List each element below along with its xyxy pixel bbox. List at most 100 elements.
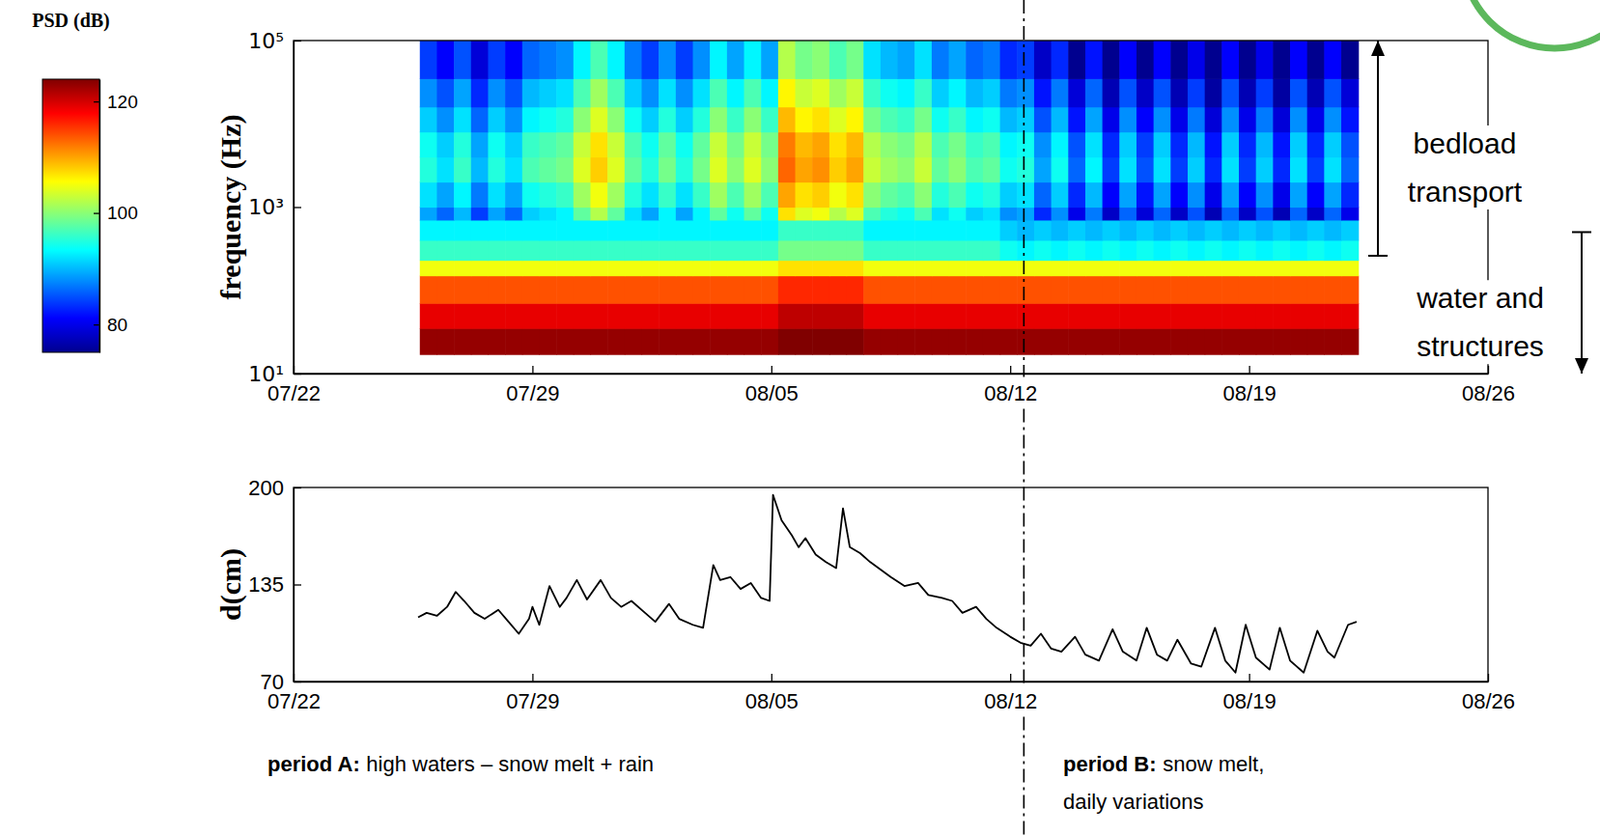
heat-cell — [898, 260, 916, 278]
heat-cell — [931, 78, 950, 108]
heat-cell — [693, 303, 711, 330]
heat-cell — [949, 220, 967, 242]
heat-cell — [1205, 260, 1223, 278]
heat-cell — [965, 260, 983, 278]
heat-cell — [556, 40, 574, 80]
heat-cell — [1119, 78, 1137, 108]
heat-cell — [420, 78, 438, 108]
heat-cell — [778, 220, 796, 242]
heat-cell — [607, 328, 625, 356]
heat-cell — [965, 107, 983, 134]
heat-cell — [949, 157, 967, 184]
x-axis-tick-label: 08/12 — [983, 381, 1038, 406]
heat-cell — [505, 132, 523, 159]
heat-cell — [658, 303, 676, 330]
heat-cell — [1051, 240, 1069, 261]
heat-cell — [453, 220, 472, 242]
arrow-cap — [1368, 254, 1388, 257]
heat-cell — [846, 107, 865, 134]
heat-cell — [795, 260, 814, 278]
heat-cell — [1016, 132, 1035, 159]
heat-cell — [982, 157, 1001, 184]
heat-cell — [914, 260, 932, 278]
heat-cell — [863, 220, 881, 242]
heat-cell — [1136, 207, 1154, 222]
heat-cell — [1341, 240, 1359, 261]
heat-cell — [949, 276, 967, 305]
heat-cell — [453, 260, 472, 278]
heat-cell — [760, 240, 779, 261]
heat-cell — [863, 132, 881, 159]
heat-cell — [589, 107, 608, 134]
heat-cell — [658, 328, 676, 356]
heat-cell — [1221, 182, 1239, 209]
heat-cell — [1153, 157, 1172, 184]
annotation-label: period A: — [267, 752, 361, 777]
heat-cell — [1323, 182, 1342, 209]
heat-cell — [1085, 157, 1103, 184]
heat-cell — [436, 182, 454, 209]
heat-cell — [744, 40, 762, 80]
heat-cell — [471, 303, 489, 330]
heat-cell — [1051, 157, 1069, 184]
heat-cell — [965, 40, 983, 80]
text-patch — [1403, 125, 1527, 210]
heat-cell — [1323, 328, 1342, 356]
heat-cell — [898, 276, 916, 305]
heat-cell — [914, 220, 932, 242]
heat-cell — [658, 157, 676, 184]
heat-cell — [760, 78, 779, 108]
heat-cell — [1016, 78, 1035, 108]
heat-cell — [1256, 220, 1274, 242]
heat-cell — [453, 240, 472, 261]
heat-cell — [1341, 328, 1359, 356]
heat-cell — [573, 40, 591, 80]
heat-cell — [471, 240, 489, 261]
heat-cell — [709, 328, 728, 356]
heat-cell — [1256, 240, 1274, 261]
y-axis: 10¹10³10⁵ — [248, 28, 302, 387]
heat-cell — [453, 276, 472, 305]
heat-cell — [846, 276, 865, 305]
heat-cell — [931, 182, 950, 209]
heat-cell — [420, 182, 438, 209]
heat-cell — [760, 132, 779, 159]
heat-cell — [538, 107, 557, 134]
heat-cell — [965, 132, 983, 159]
heat-cell — [863, 182, 881, 209]
heat-cell — [471, 220, 489, 242]
heat-cell — [982, 220, 1001, 242]
heat-cell — [1000, 207, 1018, 222]
heat-cell — [931, 132, 950, 159]
heat-cell — [1187, 220, 1206, 242]
heat-cell — [914, 182, 932, 209]
heat-cell — [744, 207, 762, 222]
heat-cell — [1102, 220, 1121, 242]
heat-cell — [624, 132, 643, 159]
heat-cell — [778, 328, 796, 356]
heat-cell — [1085, 240, 1103, 261]
heat-cell — [949, 40, 967, 80]
heat-cell — [453, 107, 472, 134]
heat-cell — [1221, 303, 1239, 330]
heat-cell — [658, 220, 676, 242]
heat-cell — [812, 328, 830, 356]
heat-cell — [675, 132, 694, 159]
heat-cell — [693, 220, 711, 242]
heat-cell — [1256, 78, 1274, 108]
heat-cell — [1272, 328, 1291, 356]
heat-cell — [812, 132, 830, 159]
heat-cell — [1256, 276, 1274, 305]
heat-cell — [420, 157, 438, 184]
heat-cell — [487, 182, 506, 209]
heat-cell — [1085, 328, 1103, 356]
heat-cell — [556, 107, 574, 134]
heat-cell — [1067, 303, 1086, 330]
heat-cell — [487, 132, 506, 159]
heat-cell — [1000, 328, 1018, 356]
heat-cell — [863, 328, 881, 356]
heat-cell — [846, 240, 865, 261]
heat-cell — [1170, 157, 1188, 184]
heat-cell — [1323, 276, 1342, 305]
heat-cell — [471, 207, 489, 222]
